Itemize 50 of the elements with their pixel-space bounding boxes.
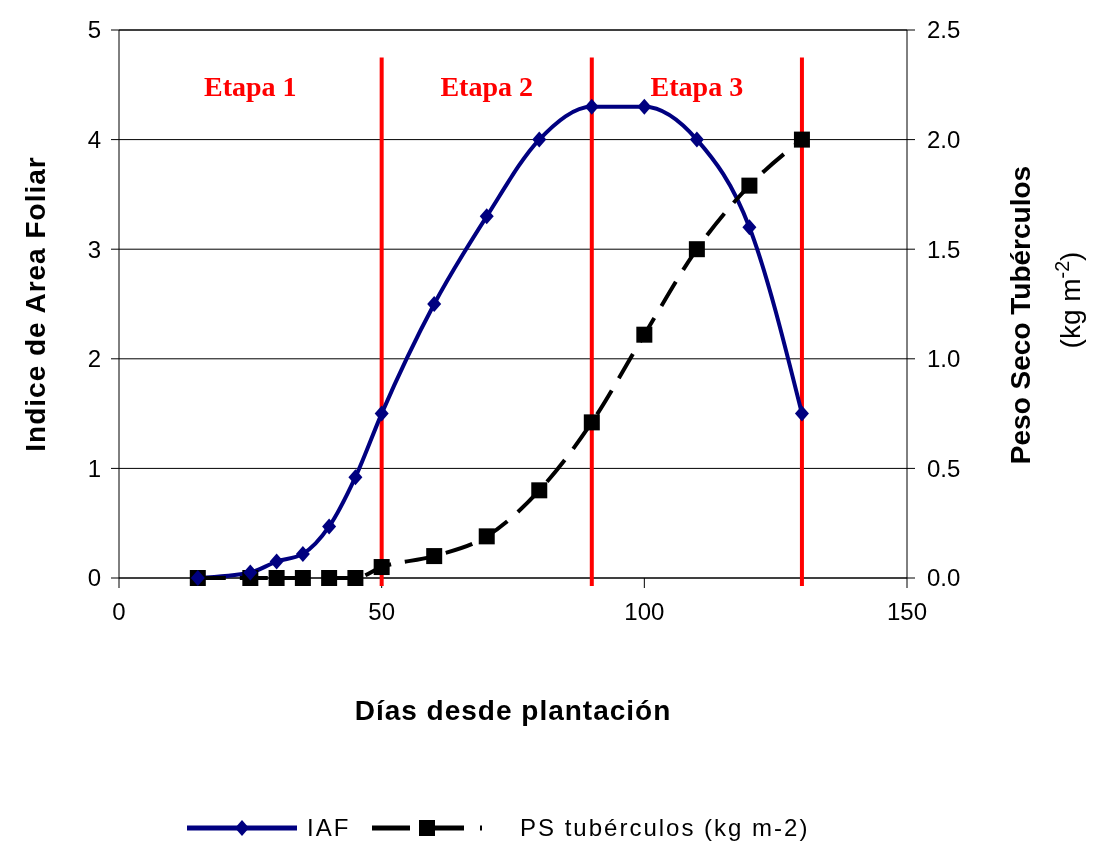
- point: [531, 482, 548, 499]
- point: [269, 553, 284, 570]
- point: [636, 326, 653, 343]
- point: [793, 131, 810, 148]
- point: [268, 570, 285, 586]
- legend-label: PS tubérculos (kg m-2): [520, 814, 810, 841]
- point: [427, 296, 442, 312]
- point: [741, 177, 758, 194]
- y2-tick-label: 1.5: [927, 235, 961, 263]
- point: [637, 98, 652, 115]
- y-tick-label: 3: [87, 235, 101, 263]
- point: [348, 469, 363, 486]
- annotation: Etapa 2: [440, 70, 534, 102]
- point: [347, 570, 364, 586]
- point: [478, 528, 495, 545]
- y-tick-label: 2: [87, 345, 101, 373]
- point: [583, 414, 600, 431]
- point: [295, 545, 310, 562]
- point: [742, 219, 757, 236]
- x-tick-label: 100: [624, 598, 665, 625]
- y2-tick-label: 2.5: [927, 16, 961, 44]
- annotation: Etapa 3: [650, 70, 744, 102]
- x-tick-label: 50: [368, 598, 396, 625]
- point: [321, 570, 338, 586]
- y-tick-label: 5: [87, 16, 101, 44]
- point: [532, 131, 547, 148]
- x-tick-label: 150: [886, 598, 928, 625]
- point: [794, 405, 809, 422]
- x-axis-title: Días desde plantación: [354, 695, 672, 726]
- point: [689, 131, 704, 148]
- point: [243, 564, 258, 581]
- y-tick-label: 1: [87, 454, 101, 482]
- y-axis-title: Indice de Area Foliar: [20, 156, 51, 452]
- y2-tick-label: 1.0: [927, 345, 961, 373]
- point: [584, 98, 599, 115]
- point: [688, 241, 705, 258]
- y2-tick-label: 0.5: [927, 454, 961, 482]
- point: [373, 559, 390, 576]
- annotation: Etapa 1: [204, 70, 297, 102]
- legend-label: IAF: [307, 814, 351, 841]
- x-tick-label: 0: [112, 598, 126, 625]
- point: [479, 208, 494, 225]
- y2-tick-label: 0.0: [927, 564, 961, 592]
- y-tick-label: 4: [87, 126, 101, 153]
- y2-tick-label: 2.0: [927, 126, 961, 153]
- point: [294, 570, 311, 586]
- y-tick-label: 0: [87, 564, 101, 592]
- point: [322, 518, 337, 535]
- point: [374, 405, 389, 422]
- point: [426, 548, 443, 565]
